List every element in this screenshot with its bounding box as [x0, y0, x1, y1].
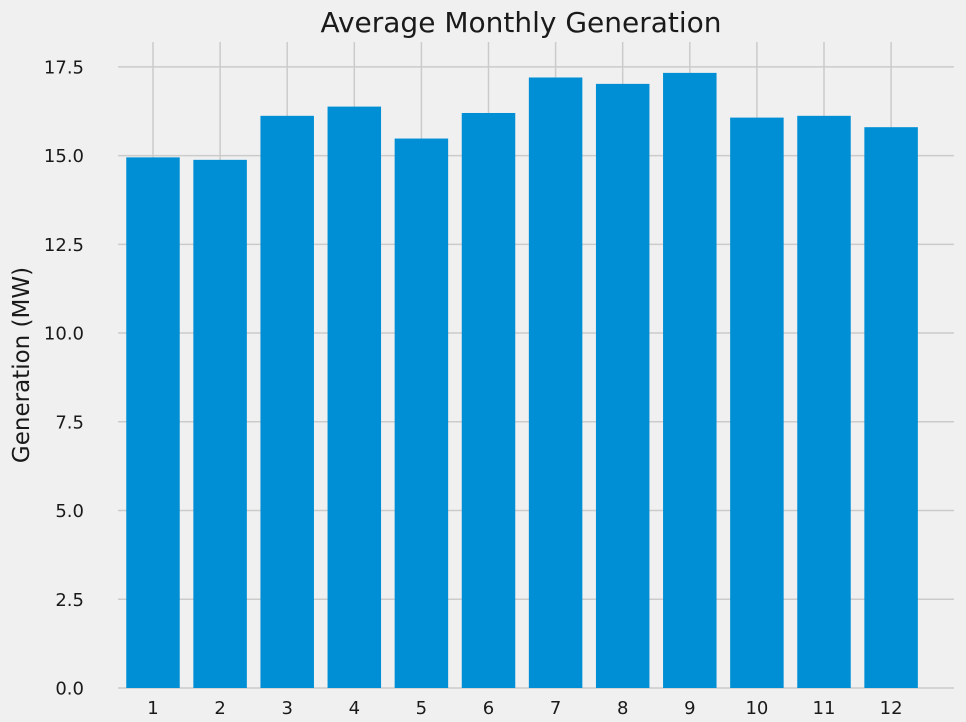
y-tick-label: 12.5: [44, 235, 84, 256]
x-tick-label: 2: [214, 698, 225, 719]
bar-month-2: [193, 159, 247, 689]
bar-month-8: [595, 83, 650, 688]
x-tick-label: 4: [349, 698, 360, 719]
y-tick-label: 17.5: [44, 57, 84, 78]
bar-month-7: [528, 77, 583, 688]
x-tick-label: 3: [281, 698, 292, 719]
y-tick-label: 15.0: [44, 146, 84, 167]
x-tick-label: 1: [147, 698, 158, 719]
y-axis-label: Generation (MW): [9, 267, 35, 463]
bar-month-6: [461, 112, 516, 688]
y-tick-label: 5.0: [55, 501, 84, 522]
x-tick-label: 9: [684, 698, 695, 719]
x-tick-label: 11: [813, 698, 836, 719]
x-tick-label: 7: [550, 698, 561, 719]
x-tick-label: 6: [483, 698, 494, 719]
bar-month-10: [730, 117, 784, 689]
y-tick-label: 7.5: [55, 412, 84, 433]
x-axis-ticks: 1 2 3 4 5 6 7 8 9 10 11 12: [147, 698, 902, 719]
x-tick-label: 10: [745, 698, 768, 719]
bar-month-3: [260, 115, 314, 689]
x-tick-label: 12: [880, 698, 903, 719]
bar-month-5: [394, 138, 449, 689]
chart-title: Average Monthly Generation: [320, 6, 721, 39]
y-tick-label: 10.0: [44, 324, 84, 345]
y-tick-label: 2.5: [55, 590, 84, 611]
y-tick-label: 0.0: [55, 679, 84, 700]
bars: [126, 72, 918, 689]
x-tick-label: 5: [416, 698, 427, 719]
bar-month-12: [864, 127, 918, 688]
bar-month-1: [126, 157, 180, 688]
y-axis-ticks: 0.0 2.5 5.0 7.5 10.0 12.5 15.0 17.5: [44, 57, 84, 699]
bar-month-9: [663, 72, 717, 688]
x-tick-label: 8: [617, 698, 628, 719]
bar-month-4: [327, 106, 382, 689]
bar-month-11: [797, 115, 851, 689]
